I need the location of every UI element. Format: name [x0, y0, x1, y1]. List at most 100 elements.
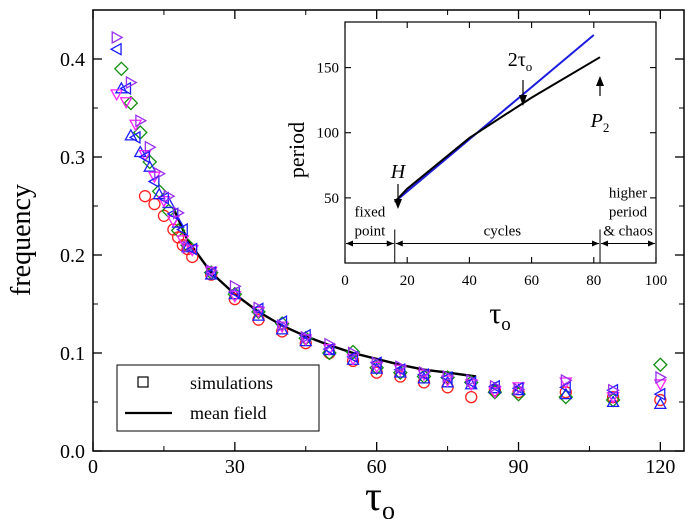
data-point-triangle-down: [110, 89, 124, 102]
data-point-diamond: [652, 357, 668, 373]
data-point-triangle-up: [393, 365, 407, 378]
data-point-triangle-right: [608, 383, 620, 397]
data-point-triangle-up: [114, 81, 128, 94]
data-point-triangle-left: [298, 328, 311, 342]
main-y-tick-label: 0.1: [60, 343, 85, 365]
data-point-triangle-left: [166, 207, 179, 221]
annotation-H-arrowhead: [394, 199, 402, 209]
data-point-triangle-right: [229, 279, 242, 293]
inset-region-arrows: [346, 229, 655, 263]
inset-x-axis-label: τo: [489, 297, 511, 335]
main-y-tick-label: 0.4: [60, 49, 85, 71]
inset-plot-frame: [344, 21, 657, 264]
data-point-circle: [275, 325, 289, 338]
inset-x-tick-label: 60: [524, 273, 539, 289]
data-point-triangle-right: [324, 337, 337, 351]
legend-square-icon: [137, 376, 149, 388]
data-point-triangle-left: [653, 387, 666, 401]
data-point-triangle-down: [176, 235, 190, 248]
data-point-triangle-left: [275, 315, 288, 329]
data-point-triangle-right: [277, 318, 289, 333]
data-point-triangle-up: [251, 308, 266, 321]
data-point-triangle-left: [417, 367, 430, 382]
inset-y-tick-label: 100: [317, 126, 340, 142]
data-point-triangle-right: [513, 382, 526, 396]
data-point-triangle-right: [144, 140, 157, 154]
inset-ticks: [344, 22, 657, 263]
data-point-triangle-right: [466, 373, 479, 388]
data-point-triangle-right: [253, 301, 266, 315]
data-point-triangle-left: [322, 342, 335, 356]
legend-label-mean-field: mean field: [190, 403, 266, 423]
period-line-1: [394, 56, 601, 203]
inset-region-labels: fixed point cycles higher period & chaos: [354, 185, 652, 239]
main-y-tick-label: 0.3: [60, 147, 85, 169]
data-point-triangle-up: [275, 322, 289, 335]
region-arrowhead-left: [395, 240, 403, 247]
data-point-triangle-right: [371, 356, 384, 370]
data-point-triangle-down: [393, 364, 407, 377]
data-point-triangle-right: [125, 75, 138, 90]
data-point-triangle-left: [138, 150, 151, 164]
data-point-triangle-left: [157, 191, 169, 205]
region-label: higher: [609, 185, 647, 201]
period-line-0: [394, 34, 595, 203]
data-point-triangle-left: [109, 42, 122, 56]
data-point-diamond: [113, 61, 129, 77]
main-y-tick-label: 0.0: [60, 441, 85, 463]
data-point-triangle-right: [182, 240, 195, 254]
main-plot-frame: [92, 9, 685, 452]
data-point-circle: [138, 190, 152, 203]
data-point-triangle-up: [143, 159, 157, 172]
main-y-axis-label: frequency: [6, 184, 37, 296]
data-point-triangle-right: [489, 379, 502, 393]
data-point-triangle-right: [154, 167, 167, 181]
data-point-triangle-left: [147, 174, 160, 189]
inset-y-tick-label: 50: [324, 191, 339, 207]
data-point-triangle-right: [395, 360, 408, 374]
legend-label-simulations: simulations: [190, 373, 273, 393]
data-point-triangle-right: [206, 264, 219, 278]
region-label: & chaos: [603, 223, 653, 239]
legend-box: [116, 364, 320, 432]
region-label: point: [354, 223, 386, 239]
data-point-triangle-right: [347, 346, 360, 360]
data-point-triangle-right: [418, 365, 431, 380]
data-point-triangle-right: [300, 330, 313, 344]
data-point-triangle-left: [464, 375, 477, 390]
annotation-H: H: [390, 161, 407, 183]
data-point-triangle-up: [653, 397, 667, 410]
data-point-triangle-right: [111, 30, 124, 45]
simulation-points: [109, 30, 668, 410]
main-x-tick-label: 60: [367, 456, 387, 478]
data-point-triangle-left: [346, 350, 359, 364]
data-point-circle: [148, 197, 161, 211]
inset-period-lines: [394, 34, 601, 203]
inset-y-tick-label: 150: [317, 61, 340, 77]
main-x-tick-label: 120: [645, 456, 675, 478]
data-point-triangle-down: [119, 97, 133, 109]
inset-x-tick-label: 20: [400, 273, 415, 289]
region-label: period: [609, 204, 648, 220]
inset-x-tick-label: 40: [462, 273, 477, 289]
region-arrowhead-left: [346, 240, 353, 247]
region-arrowhead-right: [648, 240, 655, 247]
region-arrowhead-left: [601, 240, 609, 247]
annotation-P2-arrowhead: [596, 76, 604, 86]
inset-x-tick-label: 100: [645, 273, 668, 289]
data-point-triangle-left: [204, 266, 217, 280]
data-point-triangle-right: [135, 114, 148, 128]
data-point-triangle-right: [163, 189, 176, 203]
legend: simulations mean field: [116, 364, 320, 432]
inset-x-tick-label: 0: [341, 273, 349, 289]
data-point-diamond: [123, 95, 139, 111]
main-x-axis-label: τo: [365, 474, 395, 519]
data-point-triangle-left: [128, 130, 141, 145]
annotation-2tau-arrowhead: [519, 95, 527, 106]
main-y-tick-label: 0.2: [60, 245, 85, 267]
data-point-triangle-up: [606, 395, 620, 408]
inset-tick-labels: 0 20 40 60 80 100 50 100 150: [317, 61, 668, 289]
data-point-triangle-down: [488, 387, 502, 400]
data-point-diamond: [558, 389, 574, 405]
